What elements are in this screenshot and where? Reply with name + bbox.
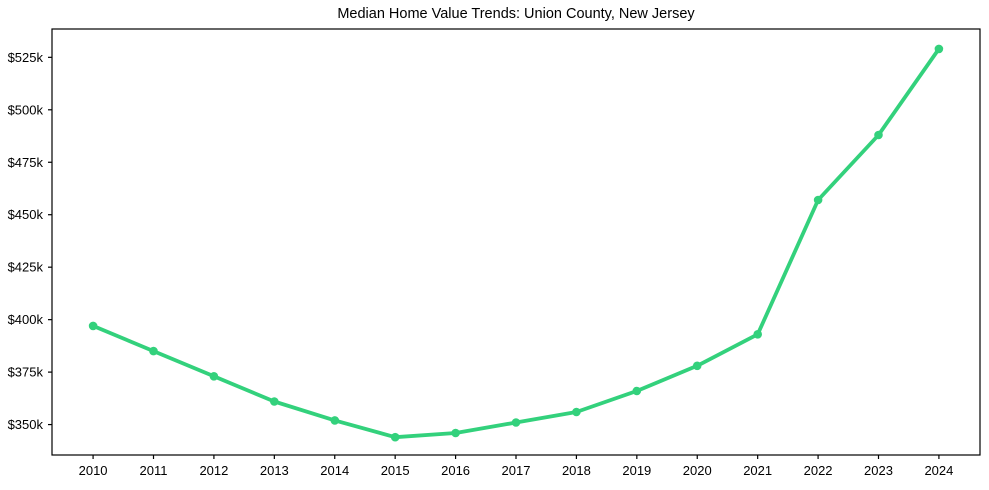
x-tick-label: 2011 (140, 463, 168, 478)
data-point-2013 (270, 397, 279, 406)
data-point-2010 (88, 321, 98, 331)
x-tick-label: 2020 (683, 463, 712, 478)
data-point-2015 (390, 432, 400, 442)
x-tick-label: 2010 (79, 463, 108, 478)
x-axis: 2010 2011 2012 2013 2014 2015 2016 2017 2018 2019… (79, 455, 953, 478)
x-tick-label: 2019 (622, 463, 651, 478)
plot-frame (51, 28, 981, 456)
x-tick-label: 2012 (199, 463, 228, 478)
trend-line (91, 47, 941, 440)
data-point-2024 (934, 44, 944, 54)
data-point-2022 (813, 195, 823, 205)
x-tick-label: 2018 (562, 463, 591, 478)
y-tick-label: $450k (8, 207, 44, 222)
y-tick-label: $525k (8, 50, 44, 65)
x-tick-label: 2015 (381, 463, 410, 478)
data-point-2012 (209, 372, 219, 381)
data-point-2019 (632, 386, 642, 396)
data-point-2018 (572, 407, 581, 417)
x-tick-label: 2016 (441, 463, 470, 478)
y-tick-label: $375k (8, 365, 44, 380)
x-tick-label: 2022 (804, 463, 833, 478)
y-tick-label: $500k (8, 102, 44, 117)
x-tick-label: 2021 (743, 463, 772, 478)
data-point-2020 (692, 361, 702, 371)
x-tick-label: 2013 (260, 463, 289, 478)
x-tick-label: 2014 (320, 463, 349, 478)
x-tick-label: 2023 (864, 463, 893, 478)
data-point-2021 (753, 330, 762, 339)
x-tick-label: 2017 (502, 463, 531, 478)
y-tick-label: $400k (8, 312, 44, 327)
data-point-2011 (149, 346, 158, 356)
chart-title: Median Home Value Trends: Union County, … (337, 6, 695, 22)
y-tick-label: $475k (8, 155, 44, 170)
data-point-2023 (874, 130, 883, 140)
data-point-2014 (330, 416, 340, 425)
data-point-2017 (511, 418, 521, 427)
y-tick-label: $425k (8, 260, 44, 275)
x-tick-label: 2024 (924, 463, 953, 478)
y-axis: $350k $375k $400k $425k $450k $475k $500k $525k (8, 50, 52, 432)
y-tick-label: $350k (8, 417, 44, 432)
data-point-2016 (451, 428, 460, 438)
